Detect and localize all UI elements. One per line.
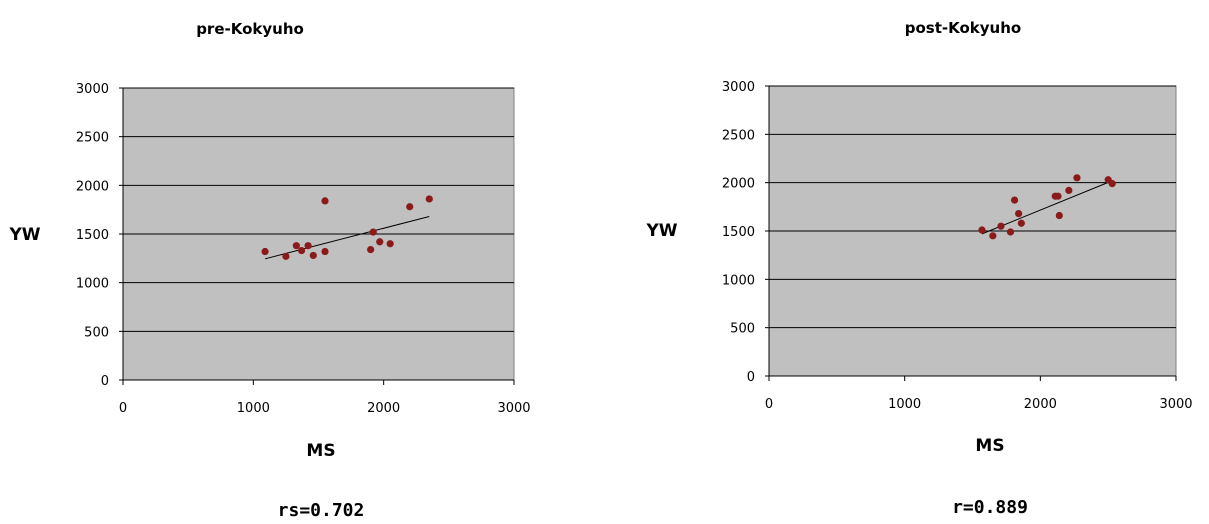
y-tick-label: 1500 <box>722 225 755 240</box>
y-tick-label: 2500 <box>76 131 109 146</box>
data-point <box>1017 219 1025 227</box>
data-point <box>297 246 306 255</box>
x-tick-label: 3000 <box>497 401 530 416</box>
y-tick-label: 2500 <box>722 128 755 143</box>
data-point <box>1108 180 1116 188</box>
data-point <box>369 228 377 236</box>
x-tick-label: 1000 <box>888 397 921 412</box>
y-tick-label: 1000 <box>76 277 109 292</box>
y-tick-label: 500 <box>84 325 109 340</box>
y-tick-label: 2000 <box>722 177 755 192</box>
chart-pre-kokyuho: 0 500 1000 1500 2000 2500 3000 0 1000 2000 3000 pre… <box>0 0 604 524</box>
data-point <box>989 232 997 240</box>
x-tick-label: 3000 <box>1159 397 1192 412</box>
y-axis-label: YW <box>8 225 40 245</box>
data-point <box>292 242 300 250</box>
y-tick-label: 1500 <box>76 228 109 243</box>
data-point <box>406 203 414 211</box>
data-point <box>321 247 329 256</box>
data-point <box>1055 211 1063 220</box>
data-point <box>1054 192 1062 200</box>
trendline <box>264 215 430 260</box>
data-point <box>376 238 384 246</box>
data-point <box>367 245 375 254</box>
data-point <box>304 242 312 250</box>
x-tick-label: 1000 <box>237 401 270 416</box>
y-tick-label: 2000 <box>76 179 109 194</box>
data-point <box>321 197 329 205</box>
data-point <box>1010 196 1019 204</box>
data-point <box>425 195 433 203</box>
chart-title: post-Kokyuho <box>905 19 1021 37</box>
scatter-plot-pre: 0 500 1000 1500 2000 2500 3000 0 1000 2000 3000 pre… <box>8 20 530 521</box>
y-tick-label: 500 <box>730 322 755 337</box>
y-axis-label: YW <box>645 221 677 241</box>
chart-title: pre-Kokyuho <box>196 20 304 38</box>
x-tick-label: 0 <box>119 401 127 416</box>
data-point <box>978 226 986 234</box>
data-point <box>309 251 317 260</box>
data-point <box>261 247 269 256</box>
y-tick-label: 0 <box>747 370 755 385</box>
x-tick-label: 0 <box>765 397 773 412</box>
correlation-label: rs=0.702 <box>278 500 365 521</box>
y-tick-label: 3000 <box>76 82 109 97</box>
x-tick-label: 2000 <box>367 401 400 416</box>
data-point <box>1065 186 1073 194</box>
x-axis-label: MS <box>306 441 335 461</box>
data-point <box>1073 174 1081 182</box>
data-point <box>386 240 394 248</box>
x-axis-label: MS <box>975 436 1004 456</box>
data-point <box>1015 210 1023 218</box>
data-point <box>997 222 1005 230</box>
correlation-label: r=0.889 <box>952 497 1028 518</box>
chart-post-kokyuho: 0 500 1000 1500 2000 2500 3000 0 1000 2000 3000 pos… <box>605 0 1209 524</box>
y-tick-label: 0 <box>101 374 109 389</box>
data-point <box>282 252 290 260</box>
y-tick-label: 1000 <box>722 273 755 288</box>
scatter-plot-post: 0 500 1000 1500 2000 2500 3000 0 1000 2000 3000 pos… <box>645 19 1192 518</box>
x-tick-label: 2000 <box>1024 397 1057 412</box>
data-point <box>1006 228 1015 236</box>
y-tick-label: 3000 <box>722 80 755 95</box>
